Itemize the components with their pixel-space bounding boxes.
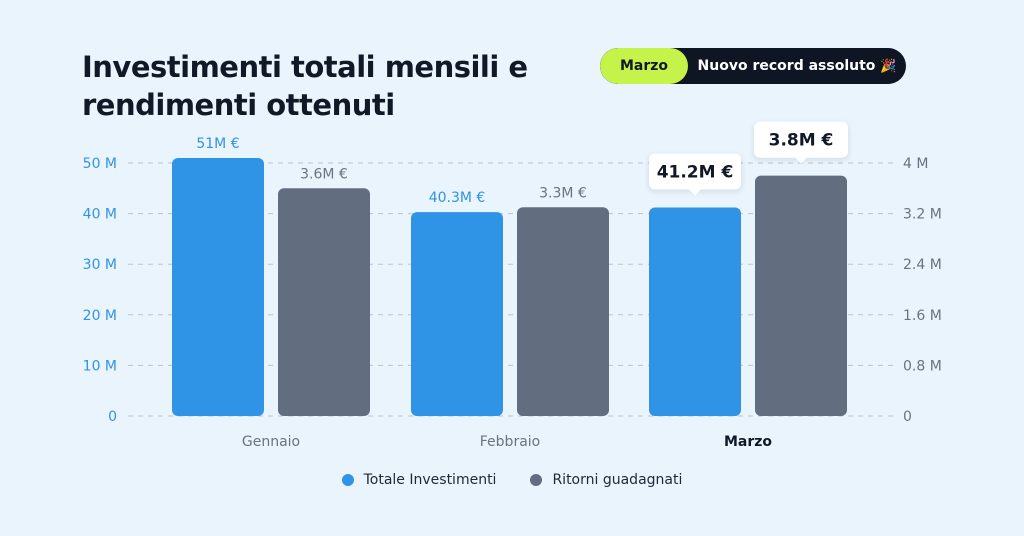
bars [172, 157, 847, 416]
data-label: 40.3M € [429, 190, 486, 206]
chart-title: Investimenti totali mensili e rendimenti… [82, 50, 528, 122]
y-right-tick-label: 0.8 M [903, 358, 942, 374]
data-label: 41.2M € [657, 163, 734, 183]
legend-label-investimenti: Totale Investimenti [363, 472, 497, 488]
y-right-tick-label: 3.2 M [903, 207, 942, 223]
bar-investimenti [172, 157, 264, 416]
legend-item-ritorni: Ritorni guadagnati [530, 472, 682, 488]
x-tick-label: Febbraio [480, 434, 540, 450]
chart-legend: Totale Investimenti Ritorni guadagnati [0, 472, 1024, 488]
y-right-tick-label: 1.6 M [903, 308, 942, 324]
data-label: 3.6M € [300, 166, 348, 182]
data-label: 51M € [196, 136, 239, 152]
legend-swatch-ritorni [530, 474, 543, 486]
record-badge-label: Nuovo record assoluto [697, 58, 876, 74]
x-tick-label: Marzo [724, 434, 772, 450]
legend-item-investimenti: Totale Investimenti [341, 472, 497, 488]
value-callout [649, 153, 741, 190]
value-callout-pointer [795, 157, 807, 164]
y-right-tick-label: 2.4 M [903, 257, 942, 273]
record-badge-text: Nuovo record assoluto 🎉 [688, 58, 906, 74]
gridlines [128, 162, 893, 417]
record-badge-month: Marzo [600, 48, 688, 84]
bar-ritorni [755, 175, 847, 416]
bar-ritorni [278, 188, 370, 416]
value-callout-pointer [689, 189, 701, 196]
y-left-tick-label: 50 M [83, 156, 117, 172]
y-right-tick-label: 4 M [903, 156, 928, 172]
bar-investimenti [411, 212, 503, 416]
record-badge: Marzo Nuovo record assoluto 🎉 [600, 48, 906, 84]
axis-labels: 0 0 10 M 0.8 M 20 M 1.6 M 30 M 2.4 M 40 M 3.2 M 50… [83, 156, 942, 450]
y-right-tick-label: 0 [903, 409, 912, 425]
value-callout [754, 121, 848, 158]
party-popper-icon: 🎉 [880, 59, 897, 74]
data-label: 3.3M € [539, 185, 587, 201]
legend-label-ritorni: Ritorni guadagnati [552, 472, 683, 488]
data-label: 3.8M € [769, 131, 834, 151]
bar-ritorni [517, 207, 609, 416]
y-left-tick-label: 10 M [83, 358, 117, 374]
x-tick-label: Gennaio [242, 434, 300, 450]
legend-swatch-investimenti [341, 474, 354, 486]
y-left-tick-label: 0 [108, 409, 117, 425]
y-left-tick-label: 30 M [83, 257, 117, 273]
y-left-tick-label: 40 M [83, 207, 117, 223]
data-labels: 51M € 3.6M € 40.3M € 3.3M € 41.2M € 3.8M € [196, 121, 848, 206]
y-left-tick-label: 20 M [83, 308, 117, 324]
bar-investimenti [649, 207, 741, 416]
